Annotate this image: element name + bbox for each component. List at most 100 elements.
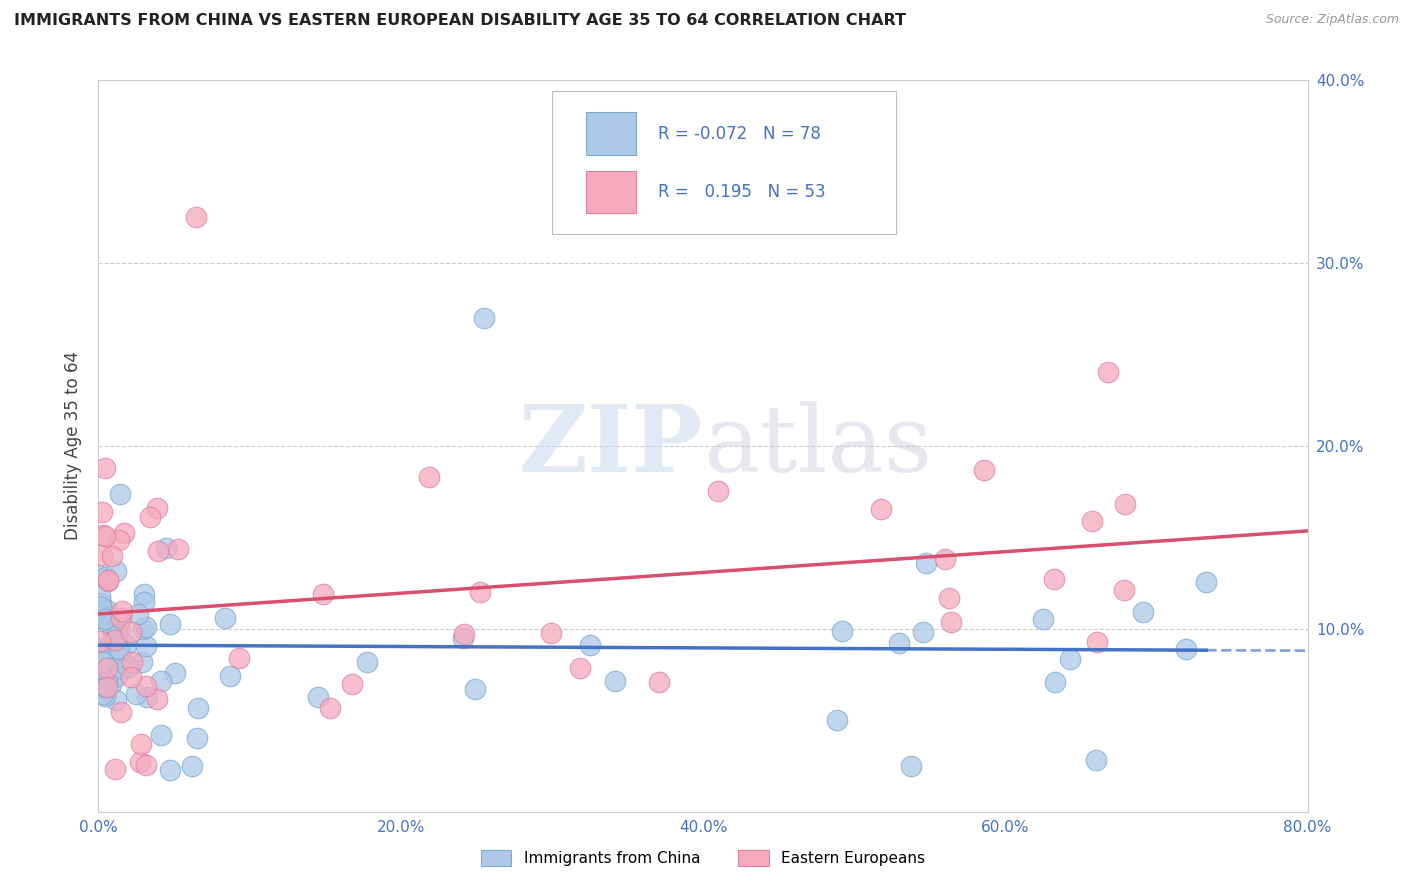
Point: [135, 640, 157, 654]
Point: [941, 615, 963, 629]
Point: [105, 628, 128, 642]
Point: [104, 632, 127, 647]
FancyBboxPatch shape: [551, 91, 897, 234]
Point: [89, 643, 111, 657]
Point: [121, 655, 143, 669]
Point: [89, 641, 111, 656]
FancyBboxPatch shape: [586, 171, 637, 213]
Point: [94, 680, 117, 694]
Point: [101, 549, 124, 563]
Point: [107, 623, 129, 637]
Point: [108, 487, 131, 501]
Point: [181, 758, 204, 772]
Point: [1114, 497, 1136, 511]
Point: [139, 510, 162, 524]
Point: [110, 614, 132, 628]
Point: [167, 542, 190, 557]
Point: [1112, 582, 1135, 597]
Point: [135, 679, 157, 693]
Point: [96, 675, 118, 690]
Point: [912, 624, 935, 639]
Point: [145, 500, 167, 515]
Point: [100, 610, 122, 624]
Point: [125, 687, 148, 701]
FancyBboxPatch shape: [586, 112, 637, 155]
Point: [1097, 365, 1119, 379]
Point: [186, 731, 208, 746]
Point: [110, 610, 132, 624]
Point: [94, 612, 117, 626]
Point: [132, 587, 155, 601]
Point: [146, 543, 169, 558]
Y-axis label: Disability Age 35 to 64: Disability Age 35 to 64: [65, 351, 83, 541]
Point: [356, 655, 378, 669]
Point: [870, 502, 893, 516]
Point: [89, 568, 111, 582]
Point: [163, 666, 186, 681]
Point: [1081, 514, 1104, 528]
Point: [938, 591, 960, 605]
Point: [131, 655, 153, 669]
Point: [89, 589, 111, 603]
Point: [127, 607, 149, 622]
Point: [319, 701, 342, 715]
Point: [887, 635, 910, 649]
Point: [218, 669, 240, 683]
Point: [90, 548, 112, 562]
Point: [94, 529, 117, 543]
Point: [136, 690, 159, 704]
Point: [97, 604, 120, 618]
Point: [307, 690, 329, 704]
Point: [1042, 572, 1064, 586]
Point: [101, 634, 124, 648]
Point: [900, 758, 922, 772]
Point: [135, 758, 157, 772]
Point: [1175, 641, 1198, 656]
Point: [914, 556, 936, 570]
Point: [97, 574, 120, 588]
Point: [1132, 605, 1154, 619]
Point: [104, 762, 127, 776]
Point: [831, 624, 853, 638]
Point: [470, 585, 492, 599]
Point: [453, 627, 475, 641]
Point: [100, 677, 122, 691]
Point: [579, 638, 602, 652]
Point: [1059, 652, 1081, 666]
Point: [89, 633, 111, 648]
Point: [155, 541, 177, 555]
Text: ZIP: ZIP: [519, 401, 703, 491]
Point: [648, 675, 671, 690]
Point: [101, 622, 124, 636]
Point: [112, 526, 135, 541]
Text: Source: ZipAtlas.com: Source: ZipAtlas.com: [1265, 13, 1399, 27]
Point: [105, 669, 128, 683]
Point: [96, 641, 118, 656]
Point: [973, 463, 995, 477]
Point: [118, 660, 141, 674]
Point: [159, 617, 181, 632]
Legend: Immigrants from China, Eastern Europeans: Immigrants from China, Eastern Europeans: [481, 850, 925, 866]
Point: [115, 659, 138, 673]
Point: [342, 677, 364, 691]
Point: [120, 669, 142, 683]
Point: [110, 651, 132, 665]
Point: [94, 645, 117, 659]
Point: [96, 660, 118, 674]
Text: R = -0.072   N = 78: R = -0.072 N = 78: [658, 125, 821, 143]
Point: [111, 604, 134, 618]
Point: [91, 528, 114, 542]
Point: [107, 533, 129, 547]
Point: [451, 631, 474, 645]
Point: [463, 682, 485, 697]
Point: [104, 693, 127, 707]
Point: [90, 600, 112, 615]
Point: [707, 483, 730, 498]
Point: [187, 701, 209, 715]
Point: [120, 625, 142, 640]
Point: [418, 469, 440, 483]
Point: [129, 738, 152, 752]
Point: [94, 461, 117, 475]
Point: [1084, 753, 1107, 767]
Point: [1043, 675, 1066, 690]
